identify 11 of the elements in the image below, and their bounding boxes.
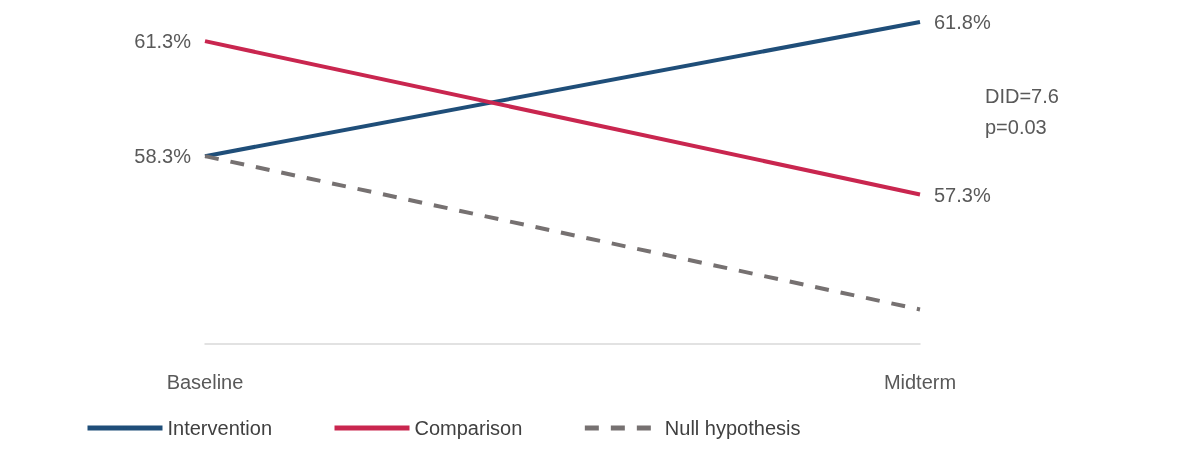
legend-label: Null hypothesis: [664, 417, 801, 439]
x-tick-label: Midterm: [883, 371, 957, 393]
annotation: DID=7.6: [985, 85, 1059, 107]
legend-label: Comparison: [414, 417, 523, 439]
data-label: 58.3%: [134, 145, 192, 168]
data-label: 61.8%: [934, 11, 991, 33]
x-tick-label: Baseline: [166, 371, 244, 393]
legend-label: Intervention: [167, 417, 273, 439]
data-label: 61.3%: [134, 30, 192, 53]
data-label: 57.3%: [934, 183, 991, 206]
annotation: p=0.03: [985, 116, 1047, 138]
